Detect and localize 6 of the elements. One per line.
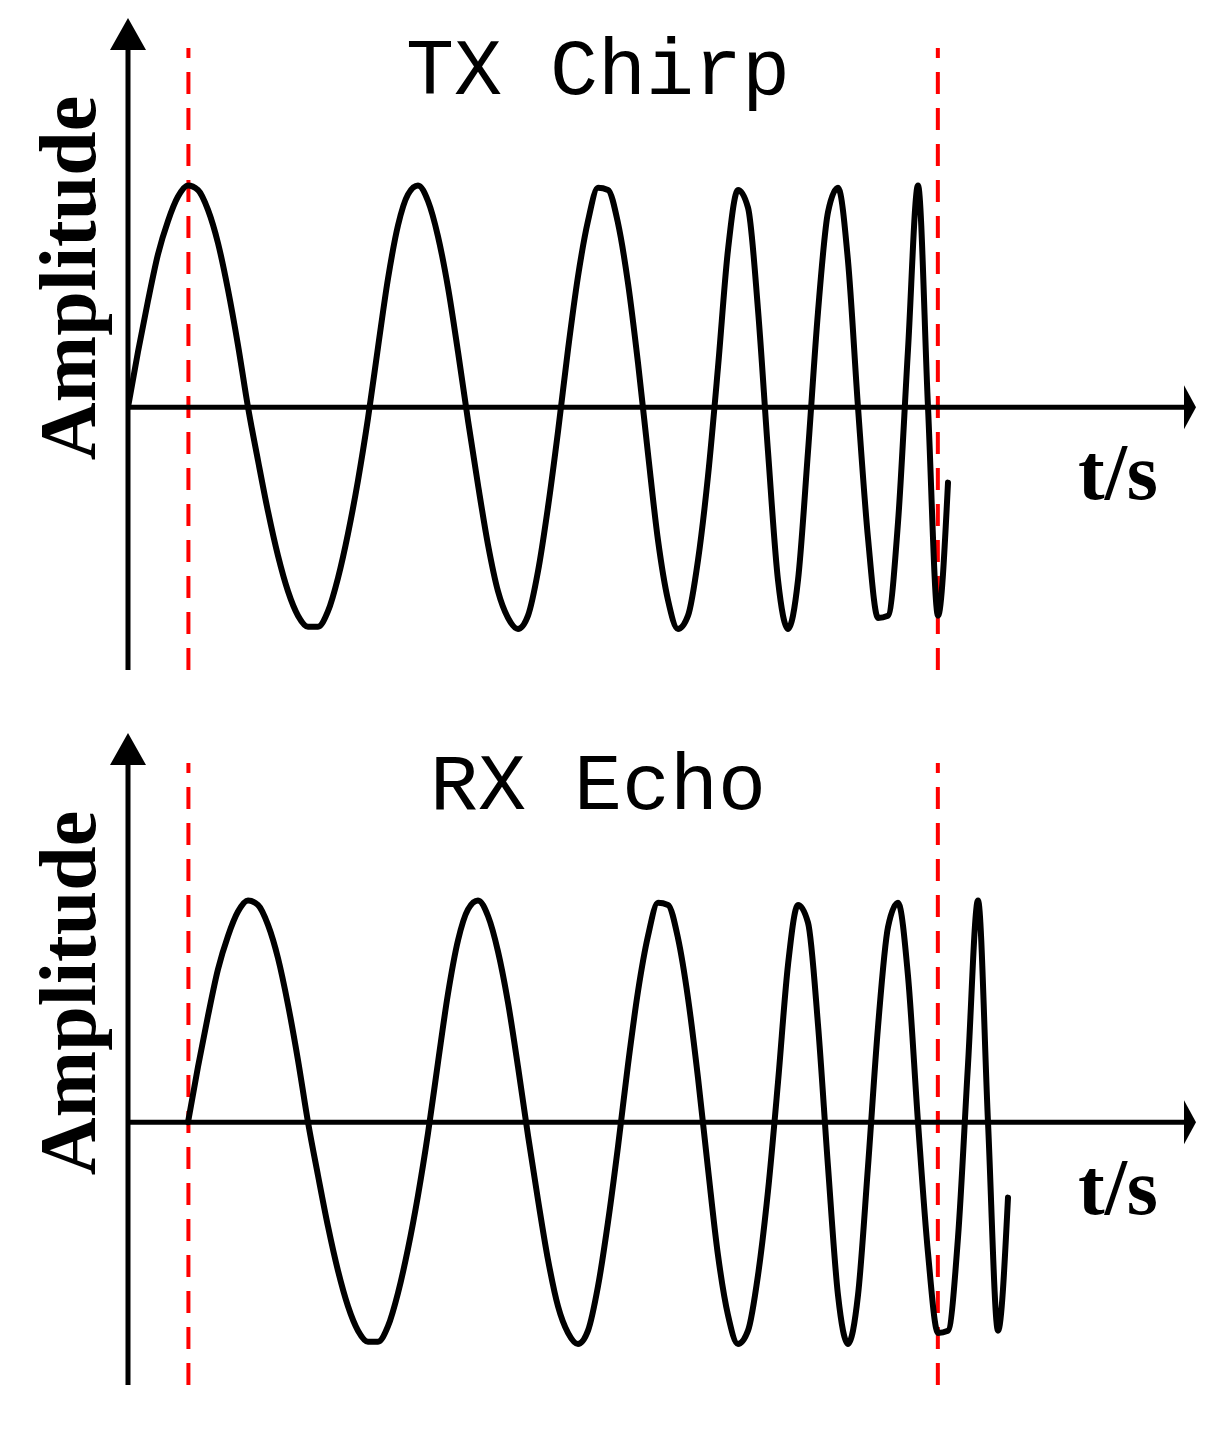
y-axis-title: Amplitude [23,94,113,463]
x-axis-title: t/s [1077,427,1158,518]
chart-title: RX Echo [428,742,768,833]
chart-title: TX Chirp [404,27,792,118]
y-axis-title: Amplitude [23,809,113,1178]
x-axis-title: t/s [1077,1142,1158,1233]
